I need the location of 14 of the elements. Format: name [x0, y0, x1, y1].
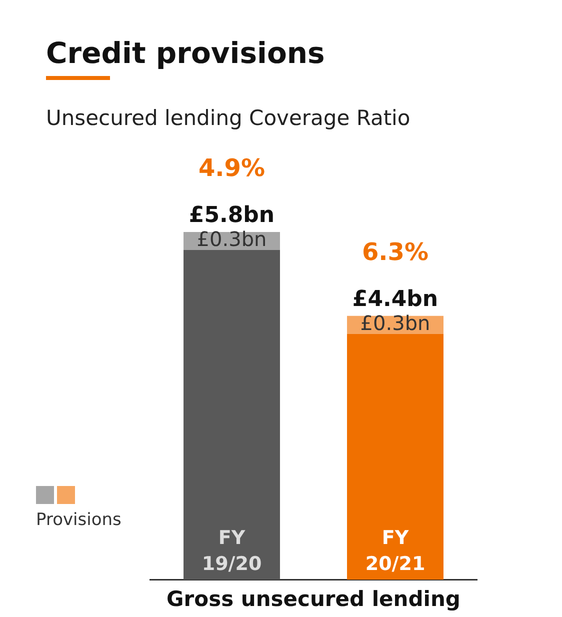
data-label: £0.3bn: [196, 227, 267, 252]
annotation: 6.3%: [362, 238, 429, 266]
x-axis-title: Gross unsecured lending: [166, 586, 460, 611]
bar: [184, 250, 280, 580]
x-tick-label: FY 19/20: [202, 526, 262, 575]
bar: [347, 334, 444, 580]
total-label: £5.8bn: [188, 202, 275, 228]
x-tick-label: FY 20/21: [365, 526, 426, 575]
chart-title: Credit provisions: [46, 36, 325, 70]
data-label: £0.3bn: [360, 311, 430, 336]
total-label: £4.4bn: [352, 286, 438, 312]
text: 4.9%: [198, 154, 266, 182]
legend-label: Provisions: [36, 510, 122, 530]
chart-subtitle: Unsecured lending Coverage Ratio: [46, 106, 410, 130]
